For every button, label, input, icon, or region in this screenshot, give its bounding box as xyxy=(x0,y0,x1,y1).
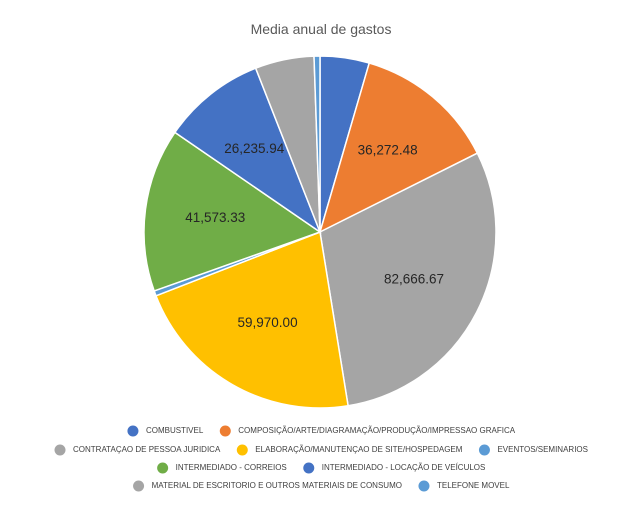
legend-item-material-de-escritorio-e-outros-materiais-de-consumo: MATERIAL DE ESCRITORIO E OUTROS MATERIAI… xyxy=(133,480,402,492)
legend-item-composicao-arte-diagramacao-producao-impressao-grafica: COMPOSIÇÃO/ARTE/DIAGRAMAÇÃO/PRODUÇÃO/IMP… xyxy=(219,425,516,437)
legend-label: TELEFONE MOVEL xyxy=(437,481,510,490)
legend-marker xyxy=(236,444,248,456)
chart-title: Media anual de gastos xyxy=(250,21,392,37)
legend-marker xyxy=(219,425,231,437)
legend-label: COMBUSTIVEL xyxy=(146,426,204,435)
data-label-composicao-arte-diagramacao-producao-impressao-grafica: 36,272.48 xyxy=(358,142,418,157)
legend-marker xyxy=(418,480,430,492)
legend-label: ELABORAÇÃO/MANUTENÇAO DE SITE/HOSPEDAGEM xyxy=(255,445,462,454)
legend-label: COMPOSIÇÃO/ARTE/DIAGRAMAÇÃO/PRODUÇÃO/IMP… xyxy=(238,426,515,435)
pie-slices xyxy=(143,55,497,409)
legend-marker xyxy=(303,462,315,474)
legend-marker xyxy=(157,462,169,474)
data-label-contratacao-de-pessoa-juridica: 82,666.67 xyxy=(384,272,444,287)
legend-label: INTERMEDIADO - CORREIOS xyxy=(176,463,287,472)
legend-label: EVENTOS/SEMINARIOS xyxy=(497,445,588,454)
legend-item-combustivel: COMBUSTIVEL xyxy=(127,425,204,437)
legend-item-intermediado-correios: INTERMEDIADO - CORREIOS xyxy=(157,462,287,474)
pie-slice-intermediado-correios xyxy=(143,131,322,292)
legend-label: MATERIAL DE ESCRITORIO E OUTROS MATERIAI… xyxy=(152,481,402,490)
pie-slice-intermediado-locacao-de-veiculos xyxy=(173,67,322,235)
data-label-intermediado-locacao-de-veiculos: 26,235.94 xyxy=(224,141,285,156)
legend-marker xyxy=(133,480,145,492)
data-labels: 36,272.48 82,666.67 59,970.00 41,573.33 26,2… xyxy=(185,141,444,330)
legend-item-telefone-movel: TELEFONE MOVEL xyxy=(418,480,510,492)
legend-label: CONTRATAÇAO DE PESSOA JURIDICA xyxy=(73,445,221,454)
legend-item-intermediado-locacao-de-veiculos: INTERMEDIADO - LOCAÇÃO DE VEÍCULOS xyxy=(303,462,486,474)
data-label-intermediado-correios: 41,573.33 xyxy=(185,210,245,225)
pie-slice-telefone-movel xyxy=(313,55,321,233)
legend-item-elaboracao-manutencao-de-site-hospedagem: ELABORAÇÃO/MANUTENÇAO DE SITE/HOSPEDAGEM xyxy=(236,444,463,456)
pie-slice-contratacao-de-pessoa-juridica xyxy=(319,152,497,407)
legend-item-contratacao-de-pessoa-juridica: CONTRATAÇAO DE PESSOA JURIDICA xyxy=(54,444,221,456)
legend-label: INTERMEDIADO - LOCAÇÃO DE VEÍCULOS xyxy=(322,463,486,472)
legend: COMBUSTIVEL COMPOSIÇÃO/ARTE/DIAGRAMAÇÃO/P… xyxy=(54,425,588,492)
data-label-elaboracao-manutencao-de-site-hospedagem: 59,970.00 xyxy=(238,315,298,330)
pie-slice-composicao-arte-diagramacao-producao-impressao-grafica xyxy=(318,62,479,234)
pie-slice-elaboracao-manutencao-de-site-hospedagem xyxy=(154,230,349,409)
legend-marker xyxy=(54,444,66,456)
legend-marker xyxy=(478,444,490,456)
legend-item-eventos-seminarios: EVENTOS/SEMINARIOS xyxy=(478,444,588,456)
legend-marker xyxy=(127,425,139,437)
